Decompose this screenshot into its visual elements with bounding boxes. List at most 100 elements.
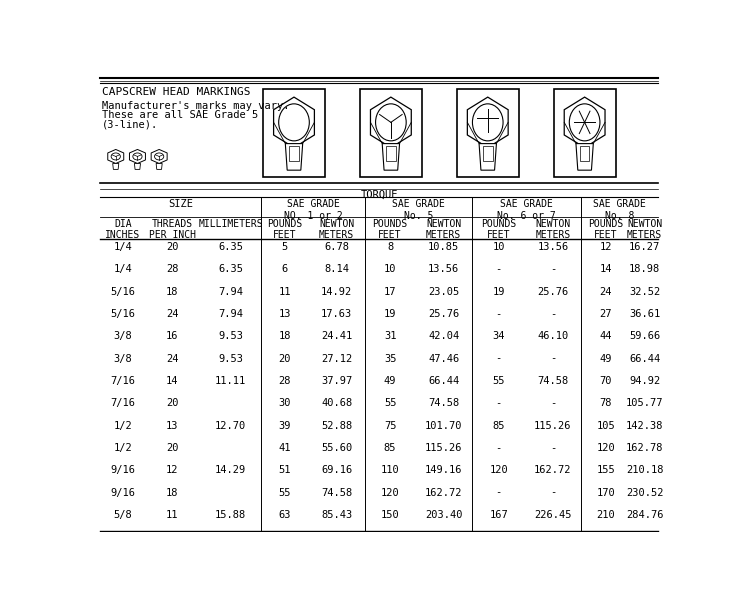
Text: 120: 120 [489, 465, 508, 475]
Polygon shape [130, 150, 146, 163]
Bar [580, 147, 589, 161]
Text: 42.04: 42.04 [428, 331, 460, 341]
Text: 9.53: 9.53 [218, 331, 243, 341]
Text: 49: 49 [384, 376, 397, 386]
Text: 11.11: 11.11 [215, 376, 246, 386]
Polygon shape [135, 163, 141, 169]
Polygon shape [151, 150, 167, 163]
Text: Manufacturer's marks may vary.: Manufacturer's marks may vary. [102, 101, 289, 111]
Text: 13.56: 13.56 [428, 264, 460, 274]
Text: 6.35: 6.35 [218, 264, 243, 274]
Text: 5: 5 [282, 242, 288, 252]
Text: 66.44: 66.44 [629, 353, 660, 364]
Text: 17: 17 [384, 286, 397, 297]
Text: -: - [496, 353, 502, 364]
Text: NEWTON
METERS: NEWTON METERS [319, 219, 354, 240]
Bar [289, 147, 299, 161]
Bar [360, 89, 422, 177]
Text: 14: 14 [599, 264, 612, 274]
Ellipse shape [111, 153, 121, 160]
Text: 31: 31 [384, 331, 397, 341]
Text: 1/4: 1/4 [113, 242, 132, 252]
Text: 150: 150 [380, 510, 400, 520]
Text: 70: 70 [599, 376, 612, 386]
Text: 7.94: 7.94 [218, 286, 243, 297]
Text: SAE GRADE
No. 6 or 7: SAE GRADE No. 6 or 7 [497, 199, 556, 221]
Text: NEWTON
METERS: NEWTON METERS [627, 219, 662, 240]
Text: 1/4: 1/4 [113, 264, 132, 274]
Text: POUNDS
FEET: POUNDS FEET [372, 219, 408, 240]
Polygon shape [371, 97, 411, 148]
Text: 8: 8 [387, 242, 393, 252]
Text: 3/8: 3/8 [113, 353, 132, 364]
Text: DIA
INCHES: DIA INCHES [105, 219, 141, 240]
Ellipse shape [133, 153, 142, 160]
Text: 40.68: 40.68 [321, 398, 352, 408]
Text: 14.92: 14.92 [321, 286, 352, 297]
Text: 24: 24 [166, 353, 178, 364]
Text: 66.44: 66.44 [428, 376, 460, 386]
Text: NEWTON
METERS: NEWTON METERS [426, 219, 461, 240]
Text: MILLIMETERS: MILLIMETERS [198, 219, 263, 229]
Text: 55.60: 55.60 [321, 443, 352, 453]
Text: 120: 120 [596, 443, 616, 453]
Text: 6.78: 6.78 [324, 242, 349, 252]
Text: -: - [496, 264, 502, 274]
Text: 39: 39 [278, 420, 291, 431]
Polygon shape [576, 144, 593, 170]
Polygon shape [156, 163, 162, 169]
Text: -: - [550, 309, 556, 319]
Text: 78: 78 [599, 398, 612, 408]
Text: 9/16: 9/16 [110, 465, 135, 475]
Text: 170: 170 [596, 487, 616, 498]
Text: 105.77: 105.77 [626, 398, 664, 408]
Text: (3-line).: (3-line). [102, 120, 158, 130]
Text: CAPSCREW HEAD MARKINGS: CAPSCREW HEAD MARKINGS [102, 87, 250, 97]
Text: 7.94: 7.94 [218, 309, 243, 319]
Text: 55: 55 [492, 376, 505, 386]
Text: 85.43: 85.43 [321, 510, 352, 520]
Text: 10: 10 [492, 242, 505, 252]
Text: 18: 18 [278, 331, 291, 341]
Text: 11: 11 [166, 510, 178, 520]
Text: 41: 41 [278, 443, 291, 453]
Text: 44: 44 [599, 331, 612, 341]
Text: 155: 155 [596, 465, 616, 475]
Text: 120: 120 [380, 487, 400, 498]
Text: -: - [496, 309, 502, 319]
Text: POUNDS
FEET: POUNDS FEET [481, 219, 517, 240]
Text: 69.16: 69.16 [321, 465, 352, 475]
Text: 63: 63 [278, 510, 291, 520]
Text: 32.52: 32.52 [629, 286, 660, 297]
Text: 226.45: 226.45 [534, 510, 571, 520]
Text: 18: 18 [166, 286, 178, 297]
Text: SAE GRADE
No. 5: SAE GRADE No. 5 [392, 199, 445, 221]
Text: 27.12: 27.12 [321, 353, 352, 364]
Text: SAE GRADE
NO. 1 or 2: SAE GRADE NO. 1 or 2 [284, 199, 343, 221]
Text: 115.26: 115.26 [425, 443, 462, 453]
Text: 20: 20 [278, 353, 291, 364]
Polygon shape [286, 144, 303, 170]
Polygon shape [468, 97, 508, 148]
Text: -: - [550, 443, 556, 453]
Text: 24.41: 24.41 [321, 331, 352, 341]
Text: 18: 18 [166, 487, 178, 498]
Bar [263, 89, 325, 177]
Text: 3/8: 3/8 [113, 331, 132, 341]
Text: 13: 13 [278, 309, 291, 319]
Text: 8.14: 8.14 [324, 264, 349, 274]
Ellipse shape [569, 104, 600, 141]
Text: 162.78: 162.78 [626, 443, 664, 453]
Polygon shape [382, 144, 400, 170]
Text: 27: 27 [599, 309, 612, 319]
Text: 74.58: 74.58 [321, 487, 352, 498]
Text: 23.05: 23.05 [428, 286, 460, 297]
Bar [386, 147, 396, 161]
Text: 6: 6 [282, 264, 288, 274]
Text: 25.76: 25.76 [428, 309, 460, 319]
Text: 30: 30 [278, 398, 291, 408]
Polygon shape [274, 97, 314, 148]
Text: 55: 55 [278, 487, 291, 498]
Text: 18.98: 18.98 [629, 264, 660, 274]
Text: 162.72: 162.72 [534, 465, 571, 475]
